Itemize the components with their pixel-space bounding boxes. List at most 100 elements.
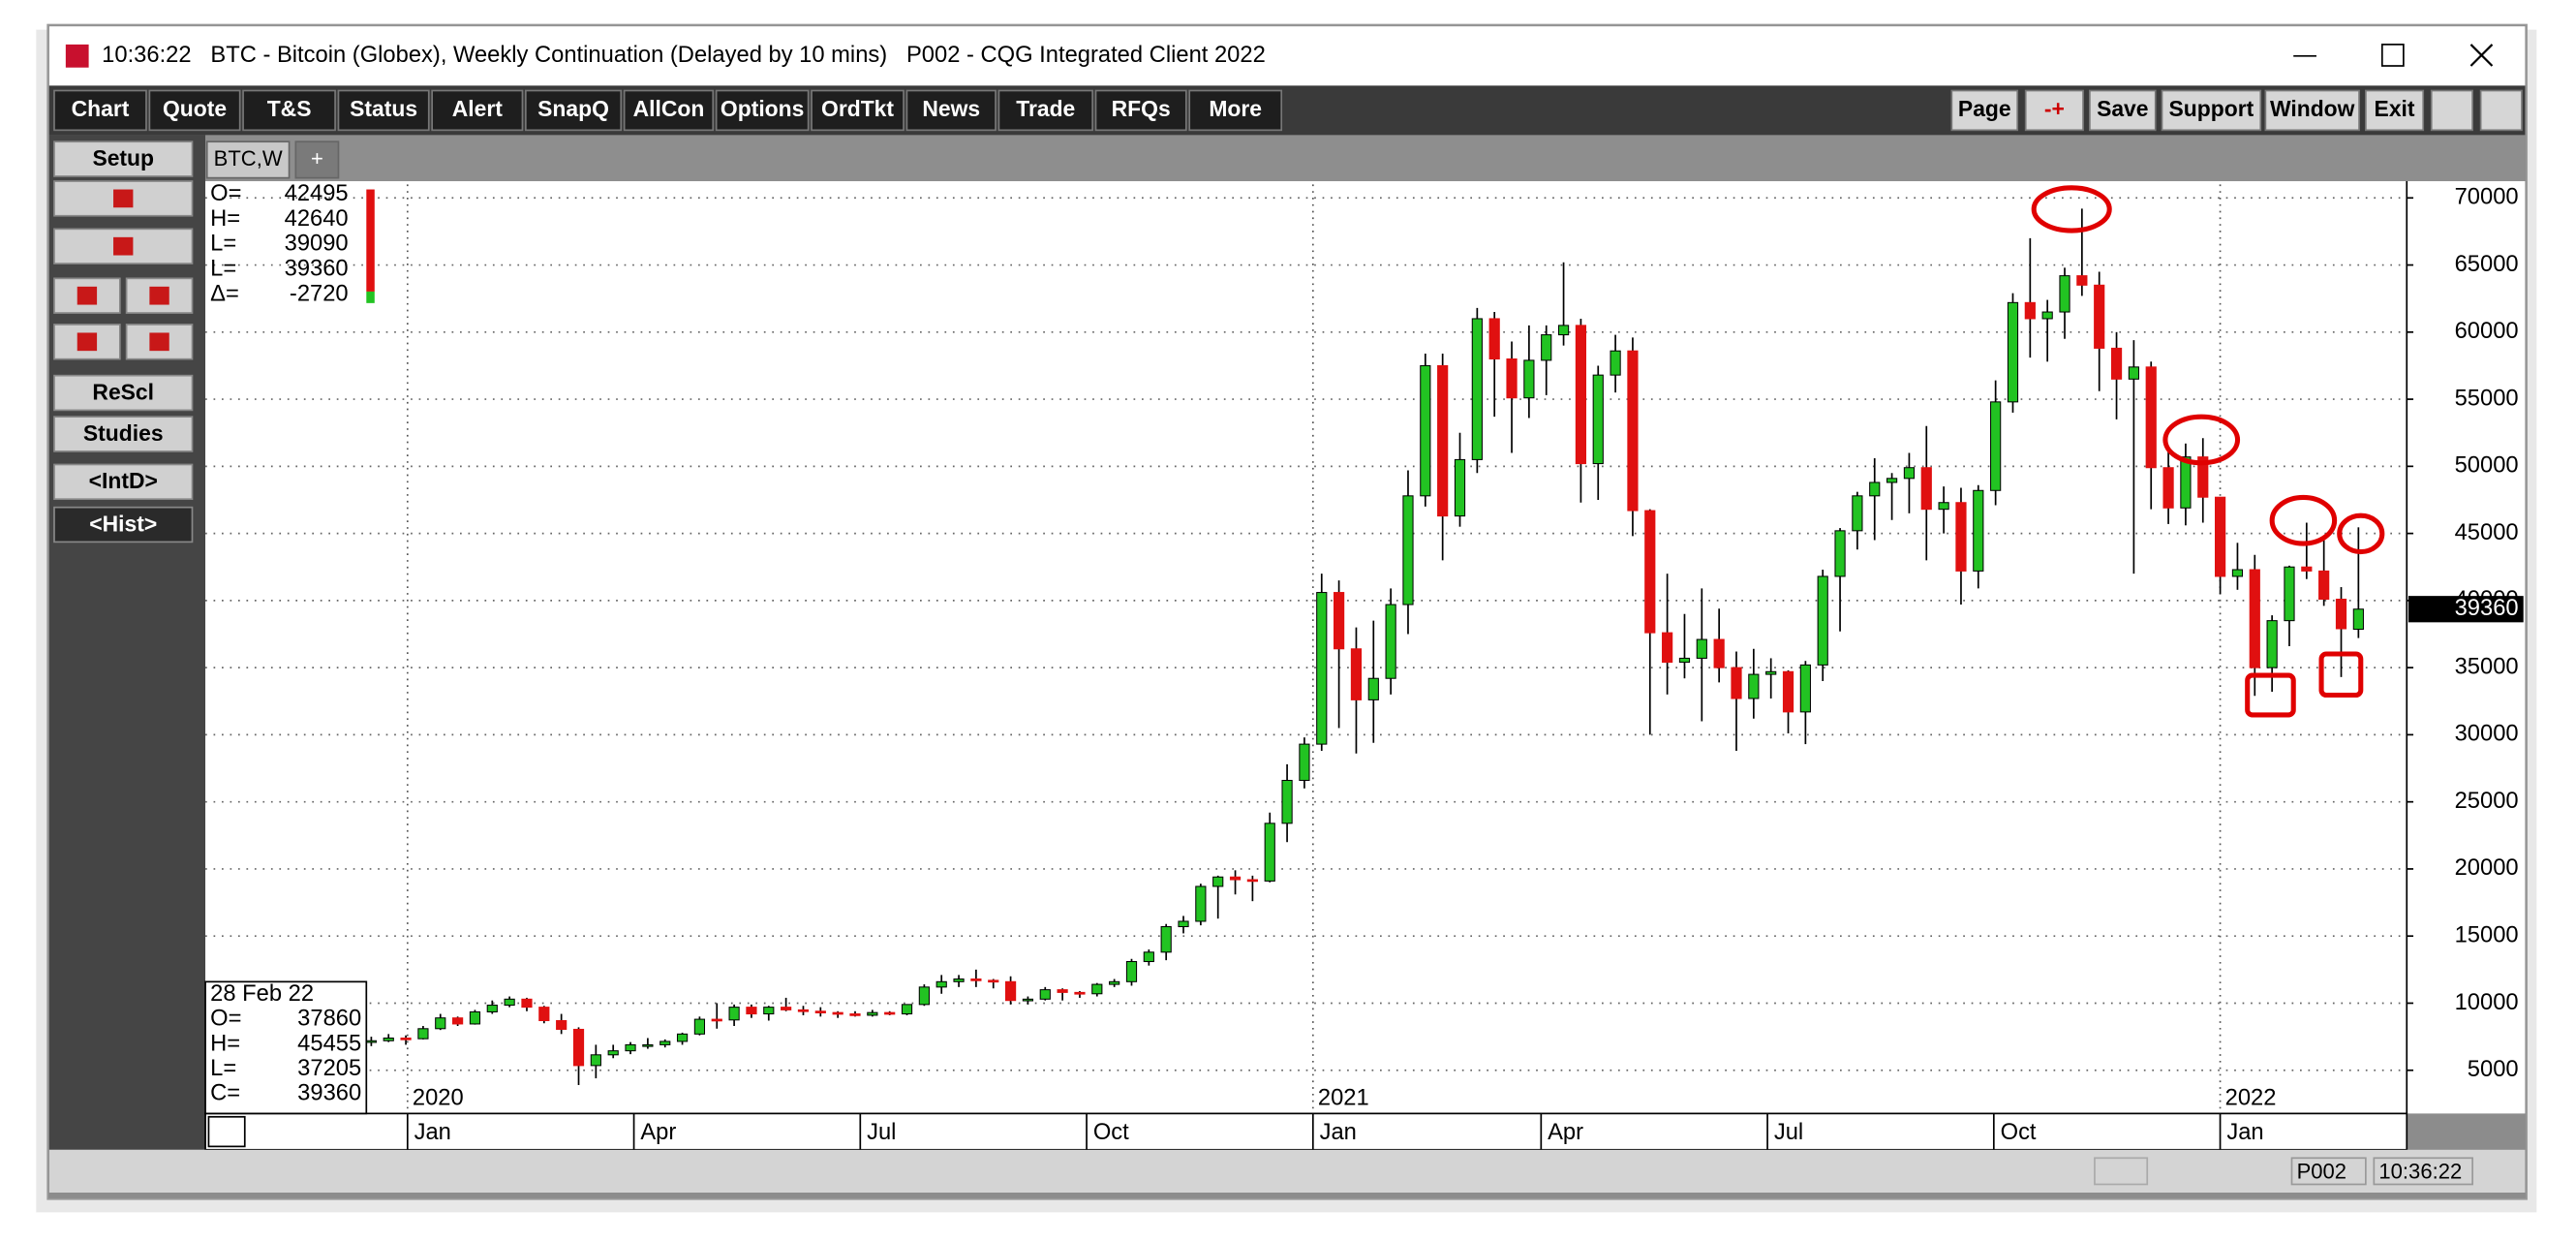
- candle-body: [1350, 648, 1363, 700]
- candle-body: [659, 1040, 671, 1045]
- close-button[interactable]: [2469, 44, 2494, 67]
- toolbar-button[interactable]: [242, 89, 336, 132]
- candle-body: [1212, 876, 1224, 887]
- candle-body: [1506, 358, 1518, 399]
- annotations: [2031, 185, 2385, 718]
- toolbar-button-label[interactable]: News: [922, 96, 980, 121]
- tab-label[interactable]: BTC,W: [214, 146, 283, 171]
- toolbar-button[interactable]: [623, 89, 715, 132]
- toolbar-button[interactable]: [2365, 89, 2425, 132]
- toolbar-button-label[interactable]: More: [1209, 96, 1262, 121]
- sidebar-button[interactable]: [53, 374, 194, 412]
- quote-value: 42640: [285, 205, 349, 232]
- x-tick-label: Jan: [1320, 1119, 1357, 1145]
- tab-label[interactable]: +: [311, 146, 323, 171]
- sidebar-button[interactable]: [53, 463, 194, 501]
- candle-body: [2266, 620, 2278, 668]
- sidebar-button-label[interactable]: Studies: [83, 420, 164, 446]
- toolbar-button-label[interactable]: Alert: [452, 96, 504, 121]
- toolbar-button-label[interactable]: Page: [1958, 96, 2011, 121]
- toolbar-button-label[interactable]: T&S: [267, 96, 312, 121]
- y-tick-label: 25000: [2455, 788, 2519, 814]
- toolbar-button[interactable]: [337, 89, 430, 132]
- toolbar-button[interactable]: [2161, 89, 2262, 132]
- candle-body: [1488, 318, 1500, 360]
- toolbar-button[interactable]: [148, 89, 241, 132]
- toolbar-button-label[interactable]: Options: [721, 96, 804, 121]
- candle-body: [452, 1017, 464, 1025]
- tab[interactable]: [205, 140, 291, 179]
- y-tick-label: 20000: [2455, 854, 2519, 881]
- toolbar-button-label[interactable]: Trade: [1016, 96, 1075, 121]
- year-label: 2022: [2225, 1084, 2277, 1110]
- candle-body: [1402, 495, 1414, 605]
- toolbar-button[interactable]: [811, 89, 905, 132]
- status-cell: [2290, 1157, 2367, 1186]
- candle-body: [625, 1043, 636, 1052]
- toolbar-button[interactable]: [53, 89, 147, 132]
- toolbar-button-label[interactable]: Exit: [2375, 96, 2415, 121]
- sidebar-button-label[interactable]: Setup: [92, 145, 154, 171]
- sidebar-button-label[interactable]: <IntD>: [89, 468, 158, 493]
- info-value: 45455: [297, 1030, 361, 1056]
- sidebar-button-label[interactable]: <Hist>: [89, 511, 157, 536]
- candle-body: [1920, 467, 1932, 511]
- annotation-circle: [2269, 494, 2338, 546]
- window-icon-button[interactable]: [2479, 89, 2523, 132]
- candle-body: [2249, 569, 2260, 668]
- candle-body: [1109, 980, 1120, 985]
- window-icon-button[interactable]: [2430, 89, 2473, 132]
- toolbar-button[interactable]: [905, 89, 997, 132]
- maximize-button[interactable]: [2380, 44, 2405, 67]
- toolbar-button[interactable]: [2264, 89, 2360, 132]
- sidebar-button[interactable]: [53, 140, 194, 177]
- candle-body: [2197, 456, 2209, 498]
- candle-body: [2110, 347, 2123, 380]
- sidebar-button-label[interactable]: ReScl: [92, 379, 154, 404]
- toolbar-button[interactable]: [2024, 89, 2084, 132]
- toolbar-button[interactable]: [431, 89, 524, 132]
- toolbar-button-label[interactable]: -+: [2044, 96, 2065, 121]
- y-tick-label: 60000: [2455, 318, 2519, 344]
- toolbar-button[interactable]: [1094, 89, 1187, 132]
- toolbar-button-label[interactable]: AllCon: [633, 96, 705, 121]
- candle-body: [2059, 275, 2070, 313]
- toolbar-button-label[interactable]: Quote: [163, 96, 227, 121]
- toolbar-button-label[interactable]: RFQs: [1112, 96, 1171, 121]
- candle-body: [1420, 364, 1431, 497]
- sidebar-button[interactable]: [53, 416, 194, 452]
- toolbar-button-label[interactable]: Status: [350, 96, 417, 121]
- candle-body: [797, 1009, 810, 1012]
- toolbar-button[interactable]: [525, 89, 623, 132]
- candle-body: [1644, 510, 1656, 634]
- toolbar-button[interactable]: [1950, 89, 2019, 132]
- quote-label: L=: [210, 255, 236, 281]
- toolbar-button-label[interactable]: Save: [2097, 96, 2148, 121]
- toolbar-button-label[interactable]: Chart: [72, 96, 130, 121]
- candle-body: [1264, 823, 1275, 882]
- candle-body: [935, 980, 947, 988]
- toolbar-button-label[interactable]: SnapQ: [537, 96, 609, 121]
- toolbar-button[interactable]: [715, 89, 810, 132]
- candle-body: [556, 1019, 567, 1030]
- candle-body: [832, 1011, 843, 1015]
- candle-body: [365, 1040, 377, 1043]
- info-box: [204, 980, 368, 1115]
- scroll-box[interactable]: [207, 1115, 246, 1148]
- candle-body: [504, 998, 515, 1007]
- toolbar-button[interactable]: [997, 89, 1093, 132]
- tab[interactable]: [294, 140, 340, 179]
- icon-button[interactable]: [125, 277, 194, 314]
- y-tick-label: 10000: [2455, 989, 2519, 1015]
- candle-body: [1903, 467, 1916, 480]
- sidebar-button[interactable]: [53, 506, 194, 543]
- toolbar-button-label[interactable]: Window: [2270, 96, 2355, 121]
- candle-body: [1454, 458, 1466, 517]
- icon-glyph: [149, 332, 169, 352]
- toolbar-button-label[interactable]: Support: [2169, 96, 2254, 121]
- toolbar-button[interactable]: [1188, 89, 1283, 132]
- candle-body: [2041, 311, 2053, 320]
- icon-button[interactable]: [53, 228, 194, 264]
- toolbar-button[interactable]: [2089, 89, 2157, 132]
- toolbar-button-label[interactable]: OrdTkt: [821, 96, 894, 121]
